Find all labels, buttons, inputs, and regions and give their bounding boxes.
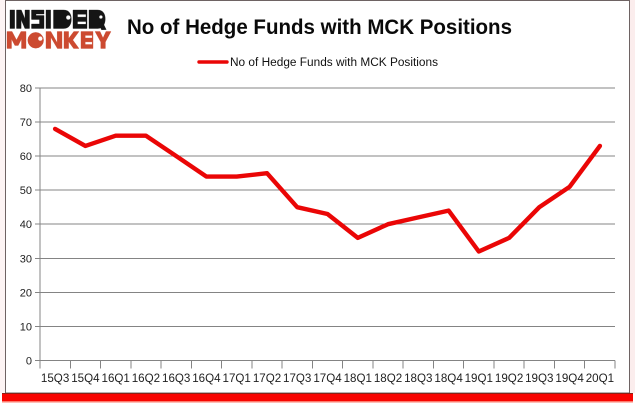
svg-text:15Q3: 15Q3: [41, 372, 69, 385]
svg-text:17Q2: 17Q2: [253, 372, 281, 385]
svg-text:40: 40: [20, 219, 32, 231]
svg-text:10: 10: [20, 321, 32, 333]
svg-text:16Q3: 16Q3: [162, 372, 190, 385]
svg-text:No of Hedge Funds with MCK Pos: No of Hedge Funds with MCK Positions: [127, 16, 512, 39]
svg-text:16Q4: 16Q4: [192, 372, 221, 385]
svg-text:19Q3: 19Q3: [525, 372, 553, 385]
svg-text:18Q4: 18Q4: [434, 372, 463, 385]
svg-text:16Q1: 16Q1: [102, 372, 130, 385]
svg-text:30: 30: [20, 253, 32, 265]
svg-text:19Q2: 19Q2: [495, 372, 523, 385]
svg-text:18Q2: 18Q2: [374, 372, 402, 385]
svg-text:20: 20: [20, 287, 32, 299]
svg-text:50: 50: [20, 185, 32, 197]
svg-text:17Q1: 17Q1: [223, 372, 251, 385]
svg-text:15Q4: 15Q4: [71, 372, 100, 385]
svg-text:0: 0: [26, 356, 32, 368]
svg-text:18Q3: 18Q3: [404, 372, 432, 385]
svg-text:18Q1: 18Q1: [344, 372, 372, 385]
svg-text:70: 70: [20, 117, 32, 129]
svg-text:16Q2: 16Q2: [132, 372, 160, 385]
svg-text:17Q4: 17Q4: [313, 372, 342, 385]
svg-text:No of Hedge Funds with MCK Pos: No of Hedge Funds with MCK Positions: [230, 57, 438, 69]
svg-text:80: 80: [20, 83, 32, 95]
svg-text:20Q1: 20Q1: [586, 372, 614, 385]
svg-text:19Q4: 19Q4: [555, 372, 584, 385]
svg-text:17Q3: 17Q3: [283, 372, 311, 385]
svg-text:60: 60: [20, 151, 32, 163]
svg-text:19Q1: 19Q1: [465, 372, 493, 385]
